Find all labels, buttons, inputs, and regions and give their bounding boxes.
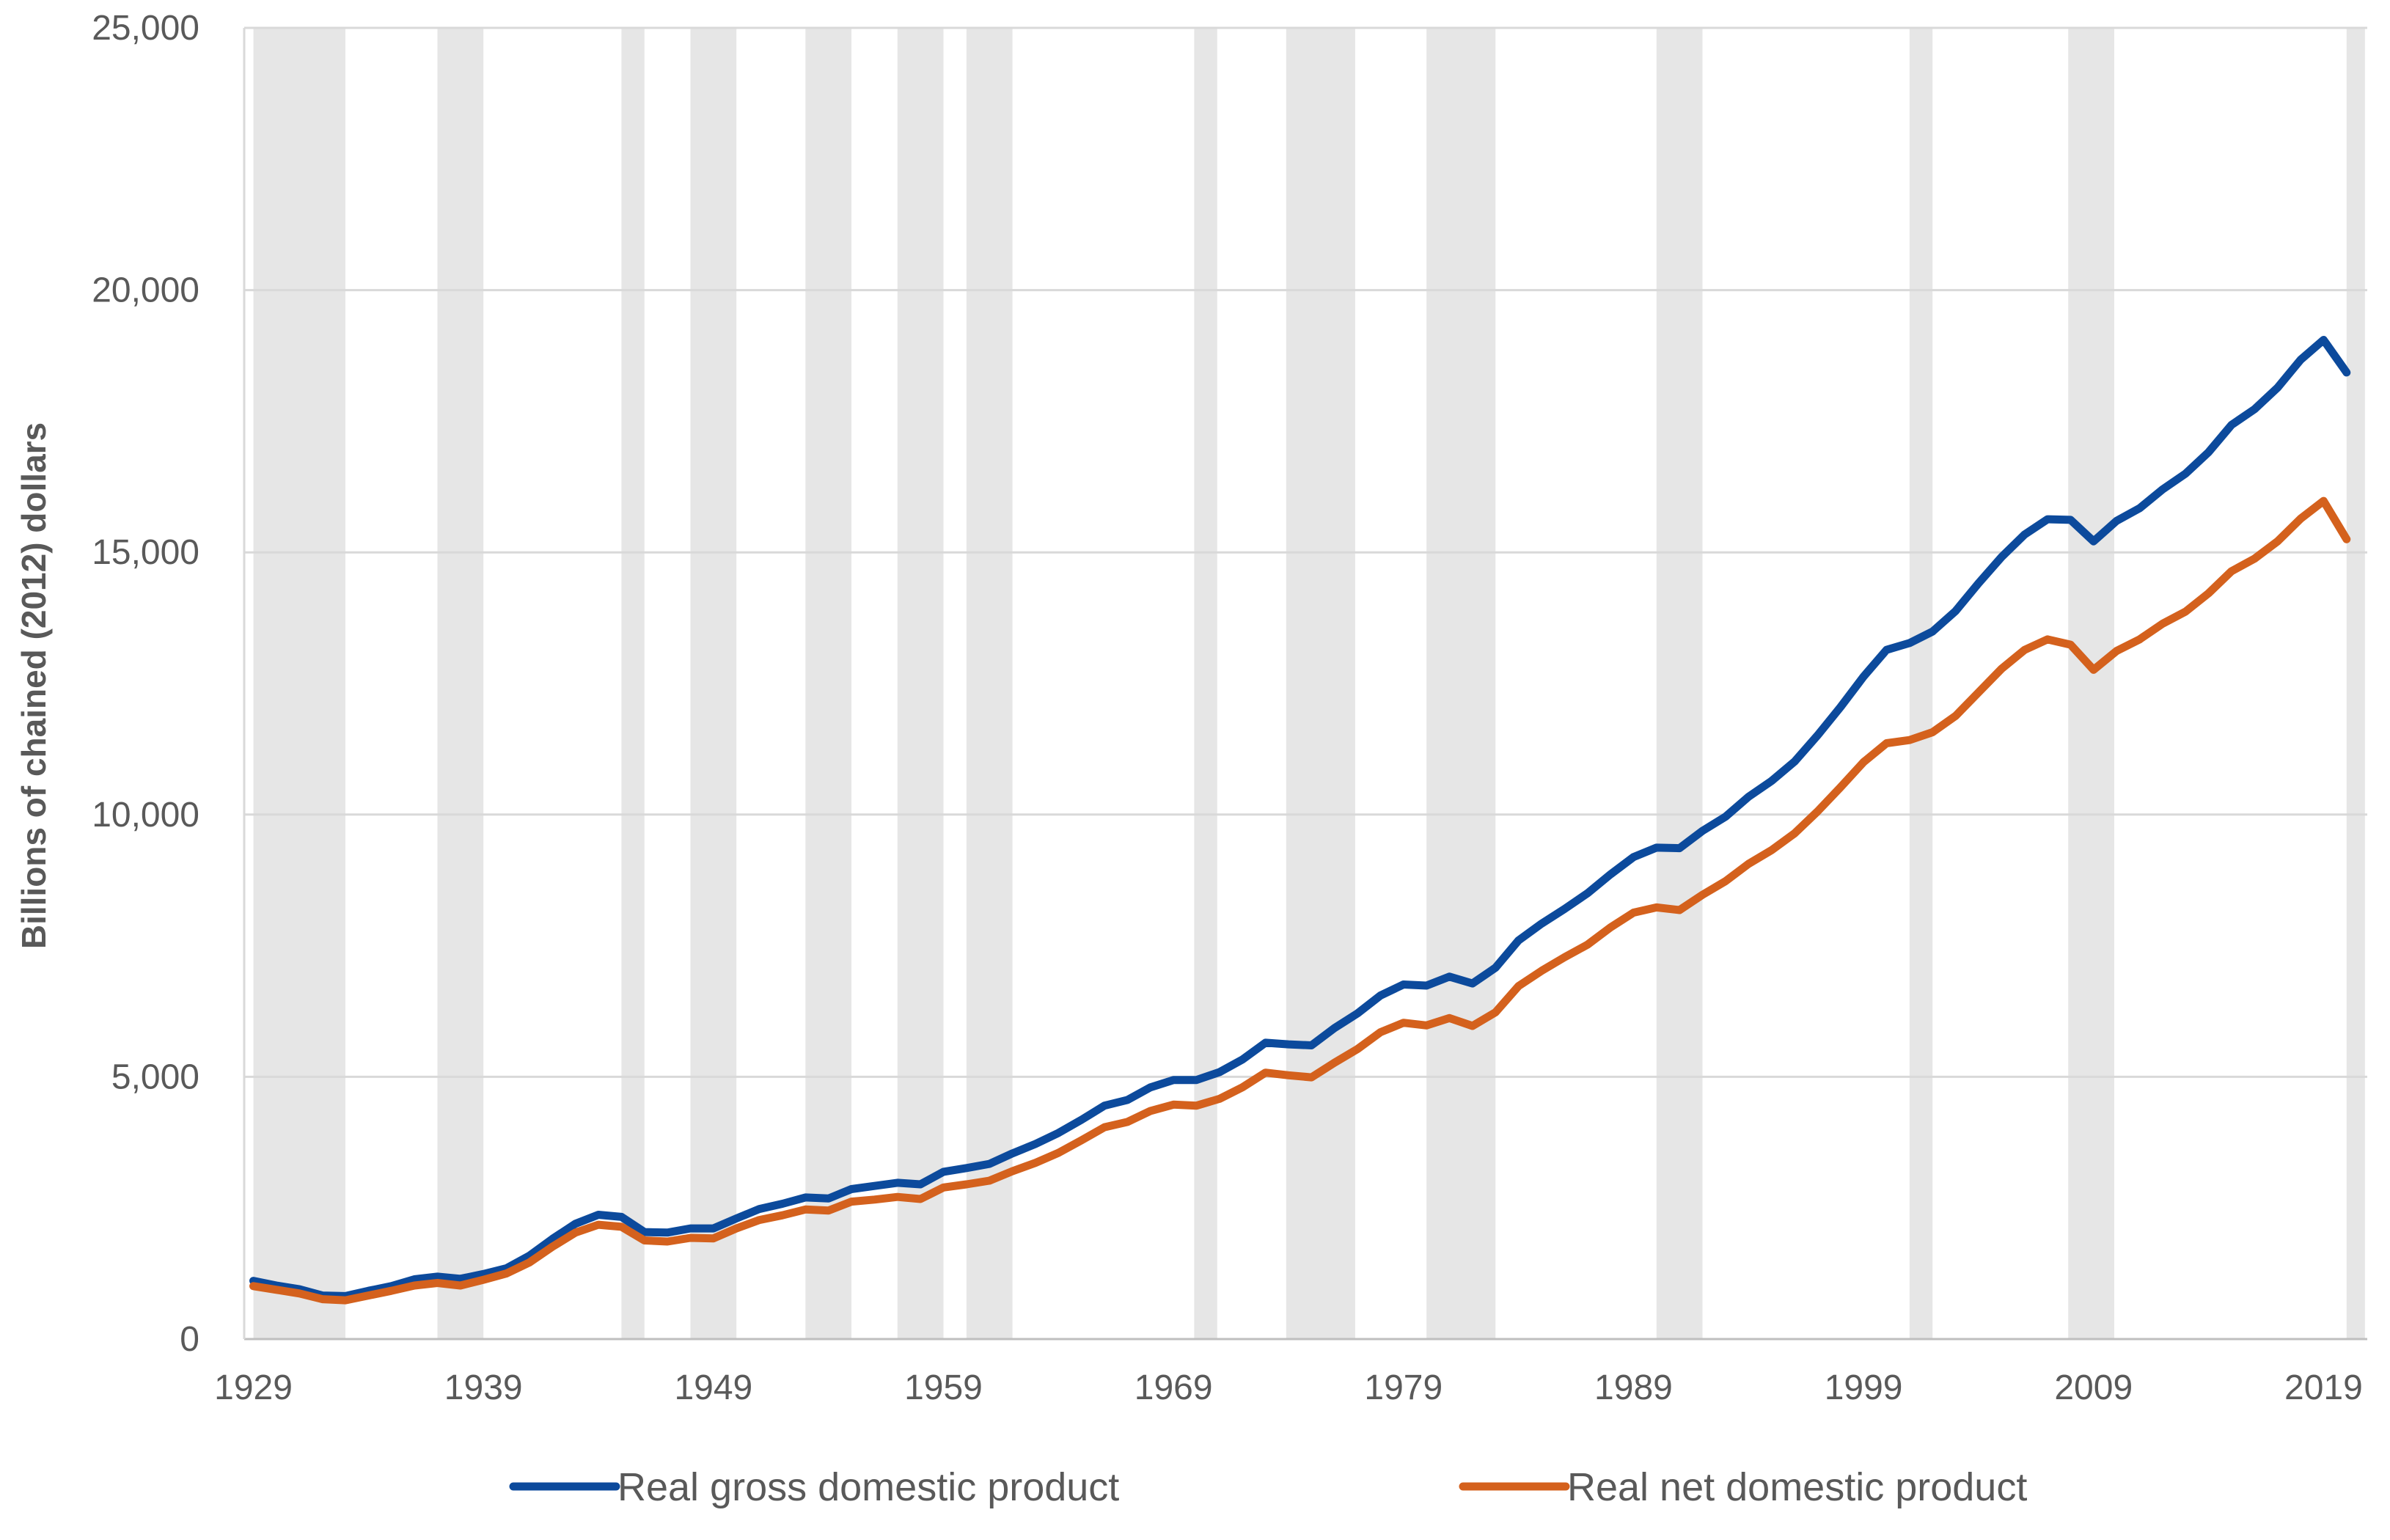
- recession-band: [805, 28, 852, 1339]
- series-line: [249, 496, 2351, 1305]
- x-tick-label: 1969: [1134, 1368, 1213, 1407]
- x-tick-label: 1929: [214, 1368, 293, 1407]
- y-tick-label: 0: [180, 1320, 199, 1359]
- y-tick-label: 15,000: [92, 533, 199, 572]
- y-tick-label: 5,000: [111, 1057, 199, 1096]
- gridlines: [244, 26, 2367, 1078]
- recession-band: [1656, 28, 1703, 1339]
- recession-band: [621, 28, 645, 1339]
- y-axis-title: Billions of chained (2012) dollars: [15, 422, 53, 949]
- recession-band: [2346, 28, 2365, 1339]
- recession-band: [437, 28, 484, 1339]
- legend-label: Real net domestic product: [1567, 1465, 2027, 1509]
- recession-band: [1426, 28, 1496, 1339]
- recession-band: [897, 28, 944, 1339]
- y-tick-label: 10,000: [92, 796, 199, 835]
- recession-band: [253, 28, 346, 1339]
- legend: Real gross domestic product Real net dome…: [509, 1465, 2027, 1509]
- recession-band: [2068, 28, 2114, 1339]
- recession-band: [1286, 28, 1355, 1339]
- recession-band: [1194, 28, 1217, 1339]
- recession-band: [966, 28, 1013, 1339]
- x-tick-label: 1939: [444, 1368, 523, 1407]
- x-tick-label: 2009: [2054, 1368, 2133, 1407]
- x-tick-label: 1949: [674, 1368, 752, 1407]
- legend-label: Real gross domestic product: [617, 1465, 1119, 1509]
- y-tick-label: 20,000: [92, 271, 199, 310]
- x-tick-label: 1979: [1364, 1368, 1443, 1407]
- y-tick-label: 25,000: [92, 9, 199, 48]
- series-lines: [249, 336, 2351, 1305]
- series-line: [249, 336, 2351, 1300]
- x-tick-label: 1989: [1594, 1368, 1673, 1407]
- x-tick-label: 1959: [904, 1368, 983, 1407]
- x-tick-labels: 1929 1939 1949 1959 1969 1979 1989 1999 2009 2019: [214, 1368, 2363, 1407]
- recession-band: [1909, 28, 1933, 1339]
- recession-bands: [253, 28, 2365, 1339]
- x-tick-label: 1999: [1825, 1368, 1903, 1407]
- axes: [243, 28, 2367, 1341]
- y-tick-labels: 0 5,000 10,000 15,000 20,000 25,000: [92, 9, 199, 1359]
- x-tick-label: 2019: [2284, 1368, 2363, 1407]
- recession-band: [690, 28, 737, 1339]
